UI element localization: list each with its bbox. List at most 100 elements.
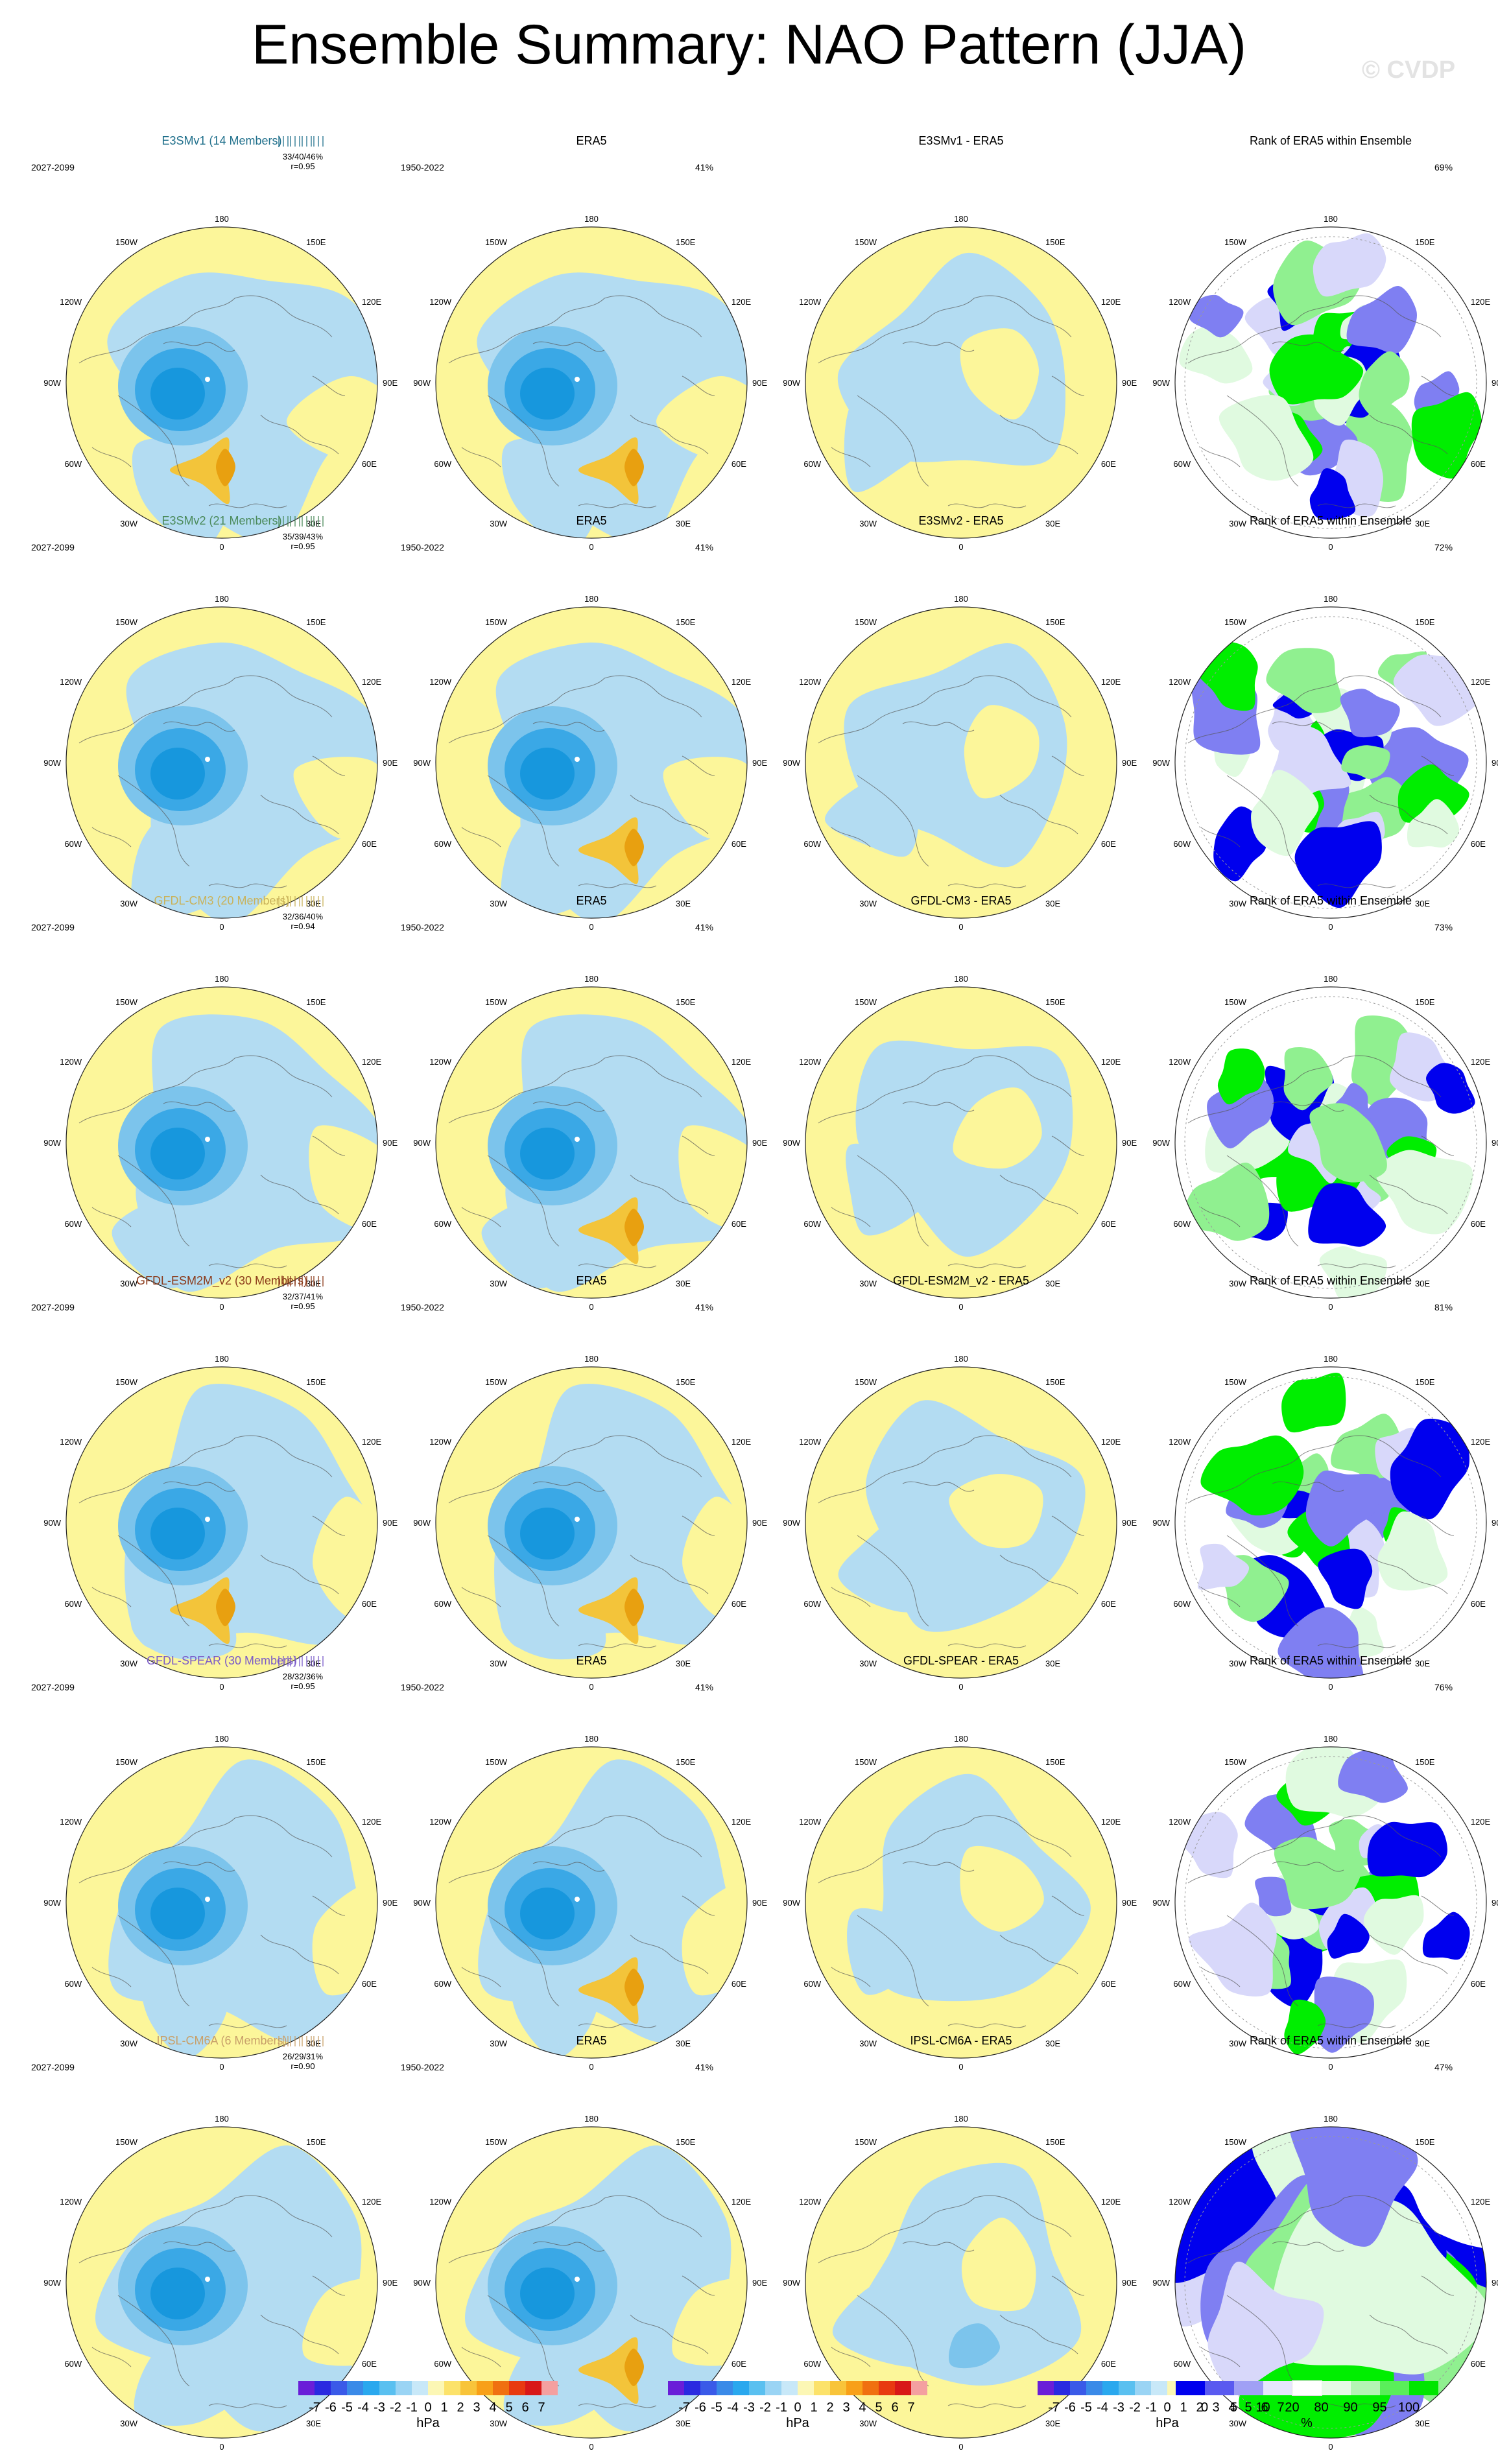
map-fill [1175,227,1486,538]
colorbar-swatch [895,2381,911,2395]
lon-tick-label: 90E [1492,2278,1498,2288]
lon-tick-label: 90E [1122,1898,1137,1908]
lon-tick-label: 150W [1224,997,1247,1007]
colorbar-hpa-2: -7 -6 -5 -4 -3 -2 -1 0 1 2 3 4 5 6 7 hPa [668,2381,927,2446]
colorbar-swatch [700,2381,717,2395]
lon-tick-label: 60W [64,459,82,469]
lon-tick-label: 90E [752,1138,767,1148]
lon-tick-label: 150W [855,1377,877,1387]
lon-tick-label: 180 [215,594,229,604]
colorbar-tick-label: 2 [826,2400,834,2415]
colorbar-swatches [1175,2380,1438,2396]
map-fill [805,987,1117,1298]
map-fill [805,607,1117,918]
colorbar-swatch [460,2381,477,2395]
map-fill [805,1367,1117,1678]
lon-tick-label: 60E [362,839,377,849]
colorbar-tick-label: 4 [489,2400,497,2415]
lon-tick-label: 0 [219,2442,224,2452]
lon-tick-label: 150E [1415,1377,1435,1387]
colorbar-swatch [412,2381,428,2395]
lon-tick-label: 120W [1169,677,1191,687]
colorbar-tick-label: 5 [1244,2400,1252,2415]
lon-tick-label: 180 [954,974,968,984]
lon-tick-label: 120E [362,1437,382,1447]
colorbar-tick-label: 6 [521,2400,529,2415]
lon-tick-label: 30E [1415,899,1430,908]
colorbar-swatch [477,2381,493,2395]
lon-tick-label: 150E [676,617,696,627]
lon-tick-label: 120W [1169,1437,1191,1447]
lon-tick-label: 180 [584,2114,599,2124]
panel-title: GFDL-SPEAR (30 Members) [146,1654,298,1667]
period-label: 1950-2022 [401,542,444,552]
lon-tick-label: 150W [1224,1377,1247,1387]
lon-tick-label: 120W [1169,1817,1191,1827]
lon-tick-label: 120E [362,1057,382,1067]
lon-tick-label: 60W [1173,1599,1191,1609]
map-fill [1175,987,1486,1298]
lon-tick-label: 150E [1045,237,1065,247]
lon-tick-label: 120E [731,297,752,307]
panel-title: E3SMv1 (14 Members) [161,134,282,147]
lon-tick-label: 90E [752,2278,767,2288]
map-boundary [65,606,378,919]
lon-tick-label: 120E [362,1817,382,1827]
lon-tick-label: 90E [752,758,767,768]
map-panel-rank: Rank of ERA5 within Ensemble 72% 180 0 150W 1… [1149,514,1498,944]
colorbar-tick-label: 3 [842,2400,850,2415]
lon-tick-label: 180 [1324,1734,1338,1744]
lon-tick-label: 60E [362,1979,377,1989]
lon-tick-label: 30W [859,1659,877,1668]
lon-tick-label: 150W [115,1377,138,1387]
panel-title: GFDL-CM3 - ERA5 [910,894,1012,907]
lon-tick-label: 180 [215,214,229,224]
rank-percent: 47% [1434,2062,1453,2072]
lon-tick-label: 0 [958,1682,963,1692]
lon-tick-label: 90W [783,1518,800,1528]
lon-tick-label: 30E [1045,1659,1060,1668]
lon-tick-label: 60W [1173,459,1191,469]
lon-tick-label: 150E [676,1757,696,1767]
map-fill [436,227,747,538]
map-boundary [65,226,378,539]
lon-tick-label: 90E [1122,2278,1137,2288]
lon-tick-label: 120E [1471,2197,1491,2207]
explained-variance: 41% [695,2062,714,2072]
lon-tick-label: 90W [1152,758,1170,768]
lon-tick-label: 60E [1101,1599,1116,1609]
colorbar-tick-label: 6 [891,2400,899,2415]
lon-tick-label: 30W [490,2419,507,2428]
panel-title: GFDL-ESM2M_v2 - ERA5 [892,1274,1030,1287]
member-spread-ticks [278,896,324,906]
map-panel-model: E3SMv1 (14 Members) 2027-2099 33/40/46% r=0… [31,134,403,564]
lon-tick-label: 90W [783,378,800,388]
lon-tick-label: 120W [429,1817,452,1827]
lon-tick-label: 150E [306,997,326,1007]
lon-tick-label: 30E [1415,1279,1430,1288]
lon-tick-label: 60W [1173,839,1191,849]
lon-tick-label: 120W [1169,1057,1191,1067]
lon-tick-label: 90W [783,2278,800,2288]
map-panel-rank: Rank of ERA5 within Ensemble 81% 180 0 150W 1… [1149,1274,1498,1704]
lon-tick-label: 60W [803,1219,821,1229]
map-boundary [1174,986,1487,1299]
lon-tick-label: 120W [1169,2197,1191,2207]
lon-tick-label: 30W [1229,1659,1246,1668]
colorbar-swatch [1409,2381,1438,2395]
member-spread-ticks [278,516,324,527]
member-spread-ticks [278,1656,324,1666]
lon-tick-label: 90E [1492,758,1498,768]
lon-tick-label: 0 [958,1302,963,1312]
lon-tick-label: 150E [1045,997,1065,1007]
period-label: 2027-2099 [31,162,75,172]
colorbar-tick-label: 3 [1212,2400,1220,2415]
